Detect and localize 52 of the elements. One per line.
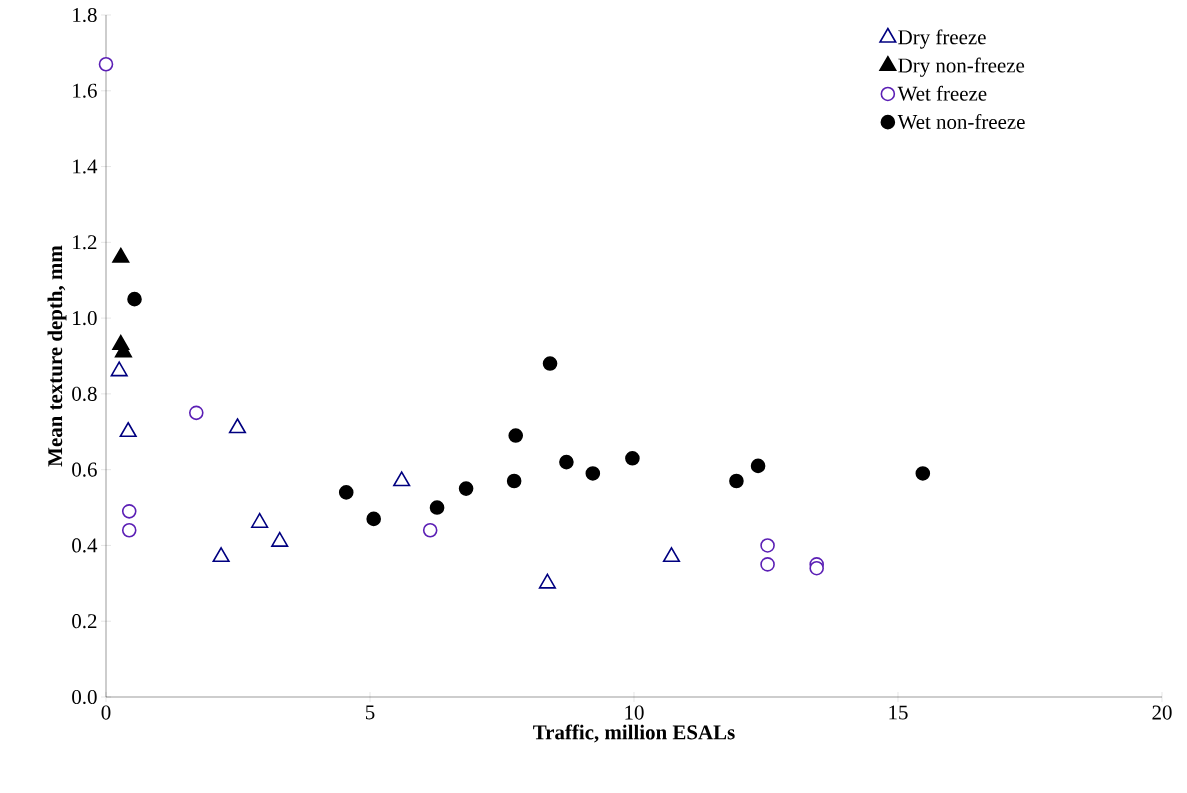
y-tick-label: 0.6 <box>72 462 97 477</box>
x-tick-label: 0 <box>101 705 111 720</box>
point <box>228 418 247 434</box>
point <box>585 466 601 481</box>
legend-label: Wet freeze <box>897 85 987 101</box>
point <box>625 451 640 466</box>
point <box>429 500 445 515</box>
legend-label: Dry non-freeze <box>898 57 1025 77</box>
x-tick-label: 5 <box>365 705 375 720</box>
point <box>188 405 204 421</box>
point <box>121 522 137 538</box>
y-tick-label: 0.8 <box>72 386 97 401</box>
y-tick-label: 0.0 <box>72 689 97 705</box>
legend-label: Wet non-freeze <box>897 114 1025 130</box>
y-tick-label: 0.2 <box>72 614 97 629</box>
y-tick-label: 1.0 <box>73 311 97 326</box>
point <box>119 421 137 438</box>
point <box>559 454 574 470</box>
point <box>127 291 142 307</box>
point <box>366 511 381 527</box>
point <box>729 473 744 489</box>
point <box>98 56 114 72</box>
point <box>760 557 775 572</box>
point <box>915 466 931 481</box>
point <box>338 485 354 500</box>
point <box>506 473 522 489</box>
point <box>662 547 681 563</box>
x-tick-label: 15 <box>889 705 908 720</box>
point <box>212 547 230 563</box>
x-tick-label: 20 <box>1152 705 1172 720</box>
point <box>750 458 766 474</box>
point <box>760 538 775 553</box>
point <box>508 428 524 443</box>
legend-label: Dry freeze <box>898 29 986 49</box>
y-tick-label: 1.6 <box>73 83 97 98</box>
point <box>121 504 137 519</box>
point <box>110 361 128 377</box>
point <box>393 471 411 487</box>
point <box>538 573 556 589</box>
x-tick-label: 10 <box>625 705 644 720</box>
point <box>422 522 438 538</box>
y-tick-label: 1.8 <box>73 7 97 23</box>
y-tick-label: 1.2 <box>73 235 97 250</box>
y-axis-title: Mean texture depth, mm <box>47 245 67 467</box>
x-axis-title: Traffic, million ESALs <box>533 724 735 743</box>
point <box>809 560 824 576</box>
point <box>112 247 130 263</box>
point <box>542 356 558 371</box>
y-tick-label: 0.4 <box>72 538 98 553</box>
y-tick-label: 1.4 <box>73 159 98 174</box>
point <box>458 481 474 496</box>
point <box>251 512 269 529</box>
